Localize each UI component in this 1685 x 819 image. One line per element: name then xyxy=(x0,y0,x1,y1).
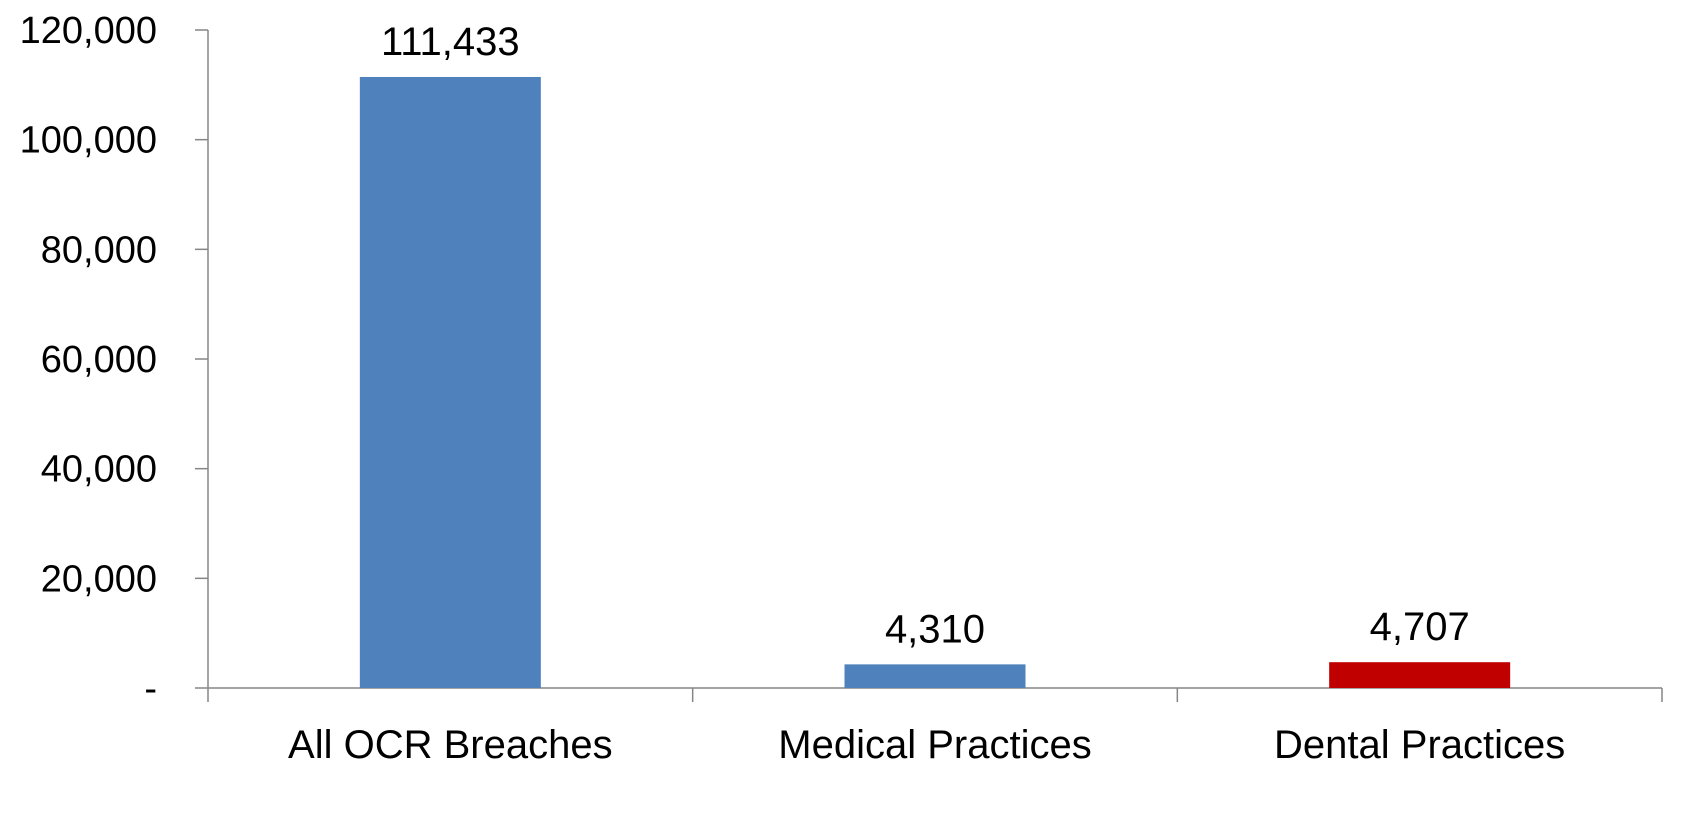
bar xyxy=(1329,662,1511,688)
y-tick-label: 40,000 xyxy=(41,449,157,491)
y-tick-label: 100,000 xyxy=(20,120,157,162)
y-tick-label: 80,000 xyxy=(41,229,157,271)
bar-value-label: 4,707 xyxy=(1370,605,1470,649)
y-axis: - 20,000 40,000 60,000 80,000 100,000 120,000 xyxy=(20,10,209,710)
x-category-label: All OCR Breaches xyxy=(288,723,613,767)
bars xyxy=(359,76,1511,689)
bar-value-label: 4,310 xyxy=(885,607,985,651)
bar-value-label: 111,433 xyxy=(381,20,520,64)
y-tick-label: 120,000 xyxy=(20,10,157,52)
y-tick-label: 60,000 xyxy=(41,339,157,381)
x-category-label: Medical Practices xyxy=(778,723,1091,767)
x-category-label: Dental Practices xyxy=(1274,723,1565,767)
y-tick-label: 20,000 xyxy=(41,558,157,600)
bar xyxy=(359,76,541,689)
data-labels: 111,433 4,310 4,707 xyxy=(381,20,1470,651)
x-axis: All OCR Breaches Medical Practices Dental … xyxy=(207,687,1663,767)
y-tick-label: - xyxy=(144,668,157,710)
bar xyxy=(844,664,1026,688)
